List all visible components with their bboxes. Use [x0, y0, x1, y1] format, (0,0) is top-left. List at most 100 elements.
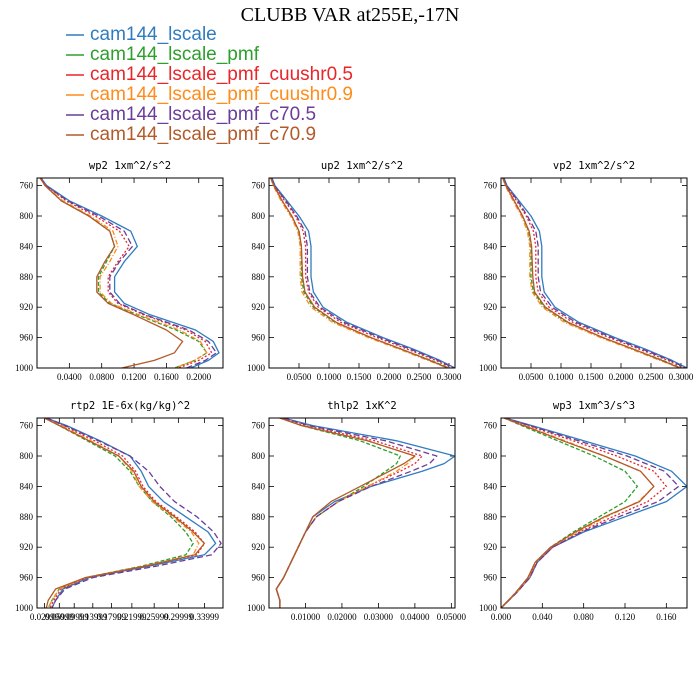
y-tick-label: 880 — [484, 272, 498, 282]
y-tick-label: 880 — [252, 512, 266, 522]
panel-title: wp3 1xm^3/s^3 — [553, 400, 635, 412]
y-tick-label: 760 — [252, 421, 266, 431]
y-tick-label: 1000 — [15, 603, 34, 613]
y-tick-label: 840 — [484, 481, 498, 491]
panel-title: vp2 1xm^2/s^2 — [553, 160, 635, 172]
y-tick-label: 1000 — [479, 603, 498, 613]
plot-frame — [36, 417, 224, 609]
series-line-4 — [46, 418, 222, 608]
x-tick-label: 0.2500 — [407, 372, 432, 382]
series-line-2 — [270, 178, 453, 368]
y-tick-label: 960 — [20, 333, 34, 343]
x-tick-label: 0.0500 — [519, 372, 544, 382]
y-tick-label: 960 — [20, 573, 34, 583]
legend-label: cam144_lscale — [90, 24, 217, 45]
legend: cam144_lscalecam144_lscale_pmfcam144_lsc… — [66, 24, 353, 145]
x-tick-label: 0.29999 — [164, 612, 194, 622]
x-tick-label: 0.05999 — [45, 612, 75, 622]
series-line-3 — [44, 418, 200, 608]
y-tick-label: 920 — [252, 302, 266, 312]
legend-label: cam144_lscale_pmf_cuushr0.9 — [90, 84, 353, 105]
y-tick-label: 1000 — [247, 363, 266, 373]
y-tick-label: 800 — [252, 211, 266, 221]
y-tick-label: 1000 — [479, 363, 498, 373]
x-tick-label: 0.21999 — [117, 612, 147, 622]
series-line-0 — [275, 418, 455, 608]
panel-title: thlp2 1xK^2 — [327, 400, 397, 412]
panel-wp3: wp3 1xm^3/s^3 760 800 840 880 920 960 10000.000… — [479, 400, 688, 622]
y-tick-label: 960 — [252, 573, 266, 583]
y-tick-label: 880 — [484, 512, 498, 522]
x-tick-label: 0.01000 — [291, 612, 321, 622]
panels: wp2 1xm^2/s^2 760 800 840 880 920 960 1000 0.040… — [15, 160, 694, 622]
series-line-4 — [40, 178, 218, 368]
y-tick-label: 920 — [484, 542, 498, 552]
series-line-5 — [502, 178, 681, 368]
series-line-1 — [270, 178, 450, 368]
x-tick-label: 0.0400 — [57, 372, 82, 382]
legend-label: cam144_lscale_pmf_c70.5 — [90, 104, 316, 125]
y-tick-label: 1000 — [15, 363, 34, 373]
x-tick-label: 0.1200 — [122, 372, 147, 382]
y-tick-label: 800 — [252, 451, 266, 461]
x-tick-label: 0.25999 — [140, 612, 170, 622]
plot-frame — [36, 177, 224, 369]
series-line-0 — [503, 178, 687, 368]
y-tick-label: 840 — [20, 481, 34, 491]
plot-frame — [268, 177, 456, 369]
y-tick-label: 1000 — [247, 603, 266, 613]
y-tick-label: 800 — [20, 211, 34, 221]
x-tick-label: 0.1600 — [154, 372, 179, 382]
x-tick-label: 0.1000 — [549, 372, 574, 382]
y-tick-label: 760 — [484, 421, 498, 431]
x-tick-label: 0.2000 — [186, 372, 211, 382]
x-tick-label: 0.33999 — [190, 612, 220, 622]
y-tick-label: 960 — [484, 573, 498, 583]
series-line-5 — [275, 418, 416, 608]
series-line-5 — [44, 418, 206, 608]
y-tick-label: 920 — [20, 542, 34, 552]
x-tick-label: 0.03000 — [364, 612, 394, 622]
y-tick-label: 760 — [20, 181, 34, 191]
y-tick-label: 920 — [252, 542, 266, 552]
panel-wp2: wp2 1xm^2/s^2 760 800 840 880 920 960 1000 0.040… — [15, 160, 224, 382]
x-tick-label: 0.1500 — [579, 372, 604, 382]
y-tick-label: 840 — [20, 241, 34, 251]
x-tick-label: 0.3000 — [437, 372, 462, 382]
panel-thlp2: thlp2 1xK^2 760 800 840 880 920 960 1000 0.01000… — [247, 400, 466, 622]
series-line-0 — [271, 178, 455, 368]
x-tick-label: 0.13999 — [78, 612, 108, 622]
x-tick-label: 0.040 — [532, 612, 553, 622]
y-tick-label: 800 — [20, 451, 34, 461]
y-tick-label: 840 — [252, 241, 266, 251]
x-tick-label: 0.160 — [656, 612, 677, 622]
y-tick-label: 880 — [20, 512, 34, 522]
series-line-2 — [46, 418, 206, 608]
panel-up2: up2 1xm^2/s^2 760 800 840 880 920 960 1000 0.050… — [247, 160, 462, 382]
y-tick-label: 880 — [20, 272, 34, 282]
x-tick-label: 0.080 — [574, 612, 595, 622]
series-line-1 — [39, 178, 208, 368]
x-tick-label: 0.2500 — [639, 372, 664, 382]
plot-frame — [500, 177, 688, 369]
x-tick-label: 0.2000 — [377, 372, 402, 382]
series-line-5 — [39, 178, 184, 368]
x-tick-label: 0.09999 — [60, 612, 90, 622]
x-tick-label: 0.120 — [615, 612, 636, 622]
panel-title: up2 1xm^2/s^2 — [321, 160, 403, 172]
series-line-3 — [502, 178, 681, 368]
x-tick-label: 0.05000 — [437, 612, 467, 622]
x-tick-label: 0.02999 — [30, 612, 60, 622]
x-tick-label: 0.0800 — [89, 372, 114, 382]
x-tick-label: 0.17999 — [97, 612, 127, 622]
series-line-4 — [270, 178, 455, 368]
x-tick-label: 0.0500 — [287, 372, 312, 382]
y-tick-label: 760 — [20, 421, 34, 431]
x-tick-label: 0.1500 — [347, 372, 372, 382]
y-tick-label: 840 — [252, 481, 266, 491]
y-tick-label: 760 — [484, 181, 498, 191]
series-line-0 — [46, 418, 217, 608]
series-line-5 — [270, 178, 449, 368]
y-tick-label: 920 — [484, 302, 498, 312]
